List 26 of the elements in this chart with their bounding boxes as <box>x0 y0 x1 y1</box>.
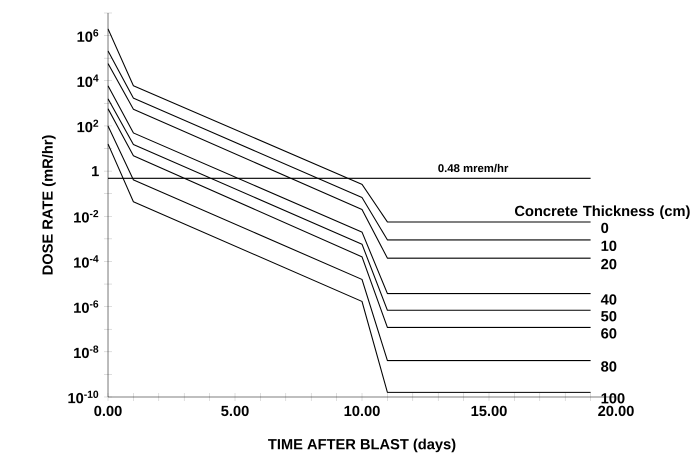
y-tick-label: 10$^{4}$ <box>78 74 99 88</box>
series-label: 80 <box>601 361 616 372</box>
x-tick-label: 20.00 <box>598 406 634 416</box>
x-tick-label: 5.00 <box>221 406 249 416</box>
y-tick-label: 10$^{-4}$ <box>74 255 99 268</box>
series-label: 20 <box>601 258 616 270</box>
y-tick-label: 10$^{-10}$ <box>68 390 98 404</box>
x-tick-label: 0.00 <box>94 406 122 416</box>
y-axis-title: DOSE RATE (mR/hr) <box>42 135 56 274</box>
series-label: 100 <box>602 393 624 404</box>
series-label: 60 <box>601 328 616 339</box>
x-tick-label: 10.00 <box>344 406 380 416</box>
y-tick-label: 10$^{-6}$ <box>74 300 98 313</box>
x-axis-title: TIME AFTER BLAST (days) <box>268 438 456 452</box>
y-tick-label: 10$^{-8}$ <box>74 346 98 358</box>
series-label: 50 <box>601 311 616 322</box>
y-tick-label: 10$^{2}$ <box>78 120 98 132</box>
y-tick-label: 10$^{6}$ <box>78 29 98 42</box>
x-tick-label: 15.00 <box>472 406 507 416</box>
series-label: 10 <box>602 240 616 252</box>
legend-title: Concrete Thickness (cm) <box>514 205 690 220</box>
y-tick-label: 1 <box>92 166 99 176</box>
series-label: 0 <box>601 222 608 234</box>
series-label: 40 <box>600 294 616 305</box>
y-tick-label: 10$^{-2}$ <box>74 210 98 223</box>
ref-line-label: 0.48 mrem/hr <box>438 164 508 172</box>
